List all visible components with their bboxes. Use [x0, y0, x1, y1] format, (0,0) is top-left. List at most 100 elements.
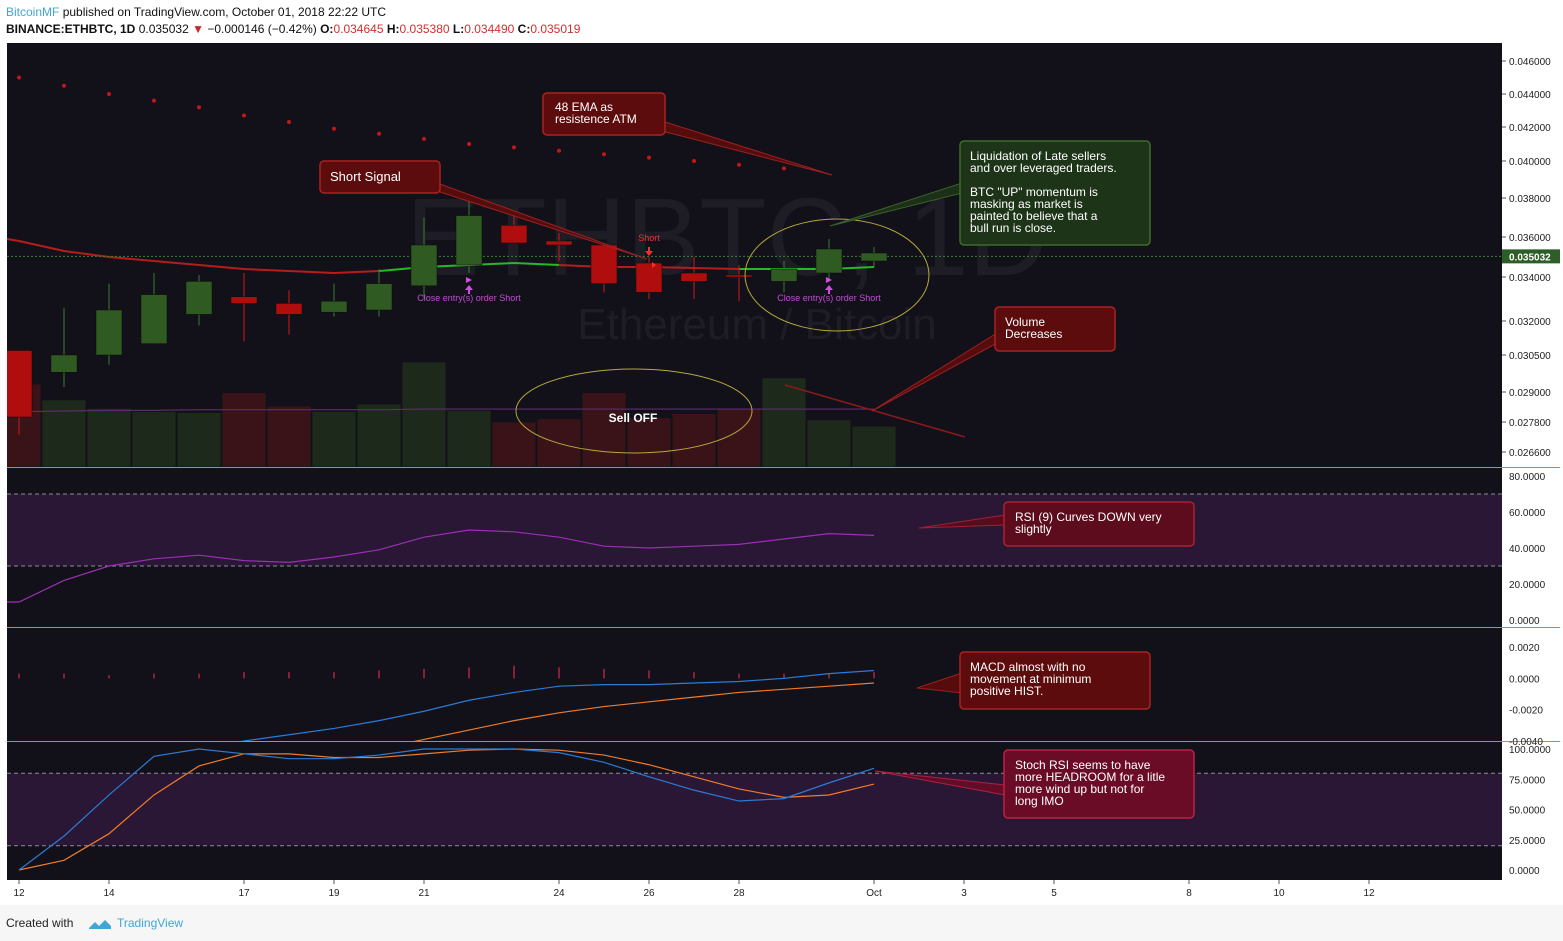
- publish-info: published on TradingView.com, October 01…: [62, 5, 386, 19]
- volume-bar: [356, 403, 402, 468]
- volume-bar: [221, 391, 267, 468]
- time-tick-label: 14: [103, 888, 115, 899]
- close-order-arrow-icon: [825, 285, 833, 294]
- close-order-label: Close entry(s) order Short: [417, 293, 521, 303]
- macd-callout-text-line: positive HIST.: [970, 684, 1043, 698]
- created-with-label: Created with: [6, 916, 74, 930]
- volume-bar: [626, 417, 672, 468]
- stoch-callout-text-line: Stoch RSI seems to have: [1015, 758, 1151, 772]
- rsi-callout-text-line: slightly: [1015, 522, 1052, 536]
- ema48-line: [7, 238, 380, 275]
- psar-dot: [737, 162, 741, 167]
- candle-body: [50, 354, 78, 373]
- macd-tick-label: 0.0000: [1509, 674, 1540, 685]
- candle-body: [590, 244, 618, 284]
- stoch-callout-text-line: long IMO: [1015, 794, 1064, 808]
- close-order-label: Close entry(s) order Short: [777, 293, 881, 303]
- volume-trend-line: [784, 384, 966, 438]
- volume-bar: [806, 419, 852, 468]
- rsi-tick-label: 20.0000: [1509, 580, 1546, 591]
- chart-header: BitcoinMF published on TradingView.com, …: [0, 0, 1563, 42]
- ema-callout-text-line: resistence ATM: [555, 112, 637, 126]
- last-price-tag-label: 0.035032: [1509, 252, 1551, 263]
- low-value: 0.034490: [464, 22, 515, 36]
- time-tick-label: Oct: [866, 888, 882, 899]
- time-tick-label: 21: [418, 888, 430, 899]
- liquidation-callout-text-line: bull run is close.: [970, 221, 1056, 235]
- psar-dot: [62, 83, 66, 88]
- last-price-tag: [1502, 249, 1560, 264]
- rsi-line: [7, 529, 875, 603]
- volume-bar: [266, 405, 312, 468]
- candle-body: [500, 225, 528, 244]
- volume-bar: [401, 361, 447, 468]
- price-tick-label: 0.038000: [1509, 194, 1551, 205]
- volume-callout-text-line: Decreases: [1005, 327, 1062, 341]
- author-link[interactable]: BitcoinMF: [6, 5, 60, 19]
- candle-body: [815, 248, 843, 274]
- time-tick-label: 12: [1363, 888, 1375, 899]
- ema-callout-box: [542, 92, 666, 136]
- stoch-tick-label: 25.0000: [1509, 836, 1546, 847]
- time-tick-label: 10: [1273, 888, 1285, 899]
- tradingview-logo-icon: [89, 920, 111, 929]
- time-tick-label: 28: [733, 888, 745, 899]
- psar-dot: [467, 142, 471, 146]
- chart-background: [7, 43, 1560, 905]
- stoch-k-line: [18, 748, 875, 871]
- tradingview-link[interactable]: TradingView: [117, 916, 184, 930]
- price-change: −0.000146 (−0.42%): [207, 22, 317, 36]
- psar-dot: [17, 75, 21, 80]
- rsi-tick-label: 0.0000: [1509, 616, 1540, 627]
- rsi-band: [7, 494, 1502, 566]
- psar-dot: [287, 120, 291, 125]
- symbol-label: BINANCE:ETHBTC, 1D: [6, 22, 136, 36]
- candle-body: [185, 281, 213, 315]
- price-tick-label: 0.026600: [1509, 448, 1551, 459]
- macd-callout-box: [959, 651, 1151, 710]
- candle-body: [725, 274, 753, 278]
- chart-area[interactable]: ETHBTC, 1D Ethereum / Bitcoin Close entry(…: [7, 43, 1560, 905]
- liquidation-callout-text-line: painted to believe that a: [970, 209, 1098, 223]
- stoch-callout-text-line: more wind up but not for: [1015, 782, 1144, 796]
- psar-dot: [377, 131, 381, 136]
- price-tick-label: 0.034000: [1509, 273, 1551, 284]
- candle-body: [275, 303, 303, 315]
- liquidation-callout-box: [959, 140, 1151, 246]
- price-tick-label: 0.044000: [1509, 90, 1551, 101]
- macd-tick-label: -0.0020: [1509, 706, 1543, 717]
- psar-dot: [647, 155, 651, 160]
- volume-bar: [581, 391, 627, 468]
- low-label: L:: [452, 22, 465, 36]
- volume-bar: [131, 410, 177, 468]
- open-value: 0.034645: [333, 22, 384, 36]
- price-tick-label: 0.042000: [1509, 123, 1551, 134]
- time-tick-label: 24: [553, 888, 565, 899]
- psar-dot: [242, 113, 246, 118]
- volume-bar: [446, 409, 492, 468]
- candle-body: [365, 283, 393, 311]
- close-order-flag-icon: [466, 277, 472, 283]
- volume-bar: [86, 407, 132, 468]
- macd-signal-line: [413, 682, 875, 741]
- rsi-tick-label: 40.0000: [1509, 544, 1546, 555]
- volume-bar: [761, 377, 807, 468]
- volume-bar: [851, 425, 897, 468]
- candle-body: [140, 294, 168, 344]
- stoch-d-line: [18, 748, 875, 871]
- volume-bar: [671, 412, 717, 468]
- liquidation-ellipse: [744, 218, 930, 332]
- price-tick-label: 0.046000: [1509, 57, 1551, 68]
- ema48-line-flat: [739, 266, 875, 270]
- price-tick-label: 0.030500: [1509, 351, 1551, 362]
- rsi-tick-label: 80.0000: [1509, 472, 1546, 483]
- psar-dot: [107, 92, 111, 96]
- psar-dot: [512, 145, 516, 150]
- volume-callout-text-line: Volume: [1005, 315, 1045, 329]
- down-arrow-icon: ▼: [192, 22, 204, 36]
- candle-body: [230, 296, 258, 304]
- price-axis-background: [1502, 43, 1560, 905]
- psar-dot: [602, 152, 606, 157]
- close-label: C:: [517, 22, 531, 36]
